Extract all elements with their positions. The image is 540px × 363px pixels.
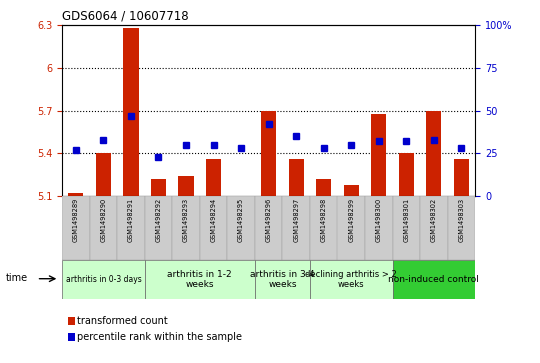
Text: GSM1498299: GSM1498299 [348, 198, 354, 242]
Text: GSM1498301: GSM1498301 [403, 198, 409, 242]
Text: percentile rank within the sample: percentile rank within the sample [77, 332, 242, 342]
Bar [399, 153, 414, 196]
Bar [338, 196, 365, 260]
Bar [365, 196, 393, 260]
Text: GSM1498297: GSM1498297 [293, 198, 299, 242]
Text: GSM1498290: GSM1498290 [100, 198, 106, 242]
Text: GSM1498298: GSM1498298 [321, 198, 327, 242]
Bar [255, 260, 310, 299]
Bar [145, 260, 255, 299]
Bar [206, 159, 221, 196]
Bar [90, 196, 117, 260]
Bar [68, 193, 84, 196]
Bar [145, 196, 172, 260]
Text: GSM1498292: GSM1498292 [156, 198, 161, 242]
Text: GSM1498293: GSM1498293 [183, 198, 189, 242]
Text: arthritis in 0-3 days: arthritis in 0-3 days [65, 275, 141, 284]
Bar [62, 260, 145, 299]
Bar [310, 196, 338, 260]
Bar [420, 196, 448, 260]
Text: GSM1498295: GSM1498295 [238, 198, 244, 242]
Bar [343, 185, 359, 196]
Text: GDS6064 / 10607718: GDS6064 / 10607718 [62, 9, 188, 22]
Bar [261, 111, 276, 196]
Bar [316, 179, 332, 196]
Bar [310, 260, 393, 299]
Text: non-induced control: non-induced control [388, 275, 480, 284]
Text: GSM1498300: GSM1498300 [376, 198, 382, 242]
Bar [117, 196, 145, 260]
Text: GSM1498291: GSM1498291 [128, 198, 134, 242]
Bar [62, 196, 90, 260]
Text: GSM1498303: GSM1498303 [458, 198, 464, 242]
Bar [454, 159, 469, 196]
Bar [151, 179, 166, 196]
Text: GSM1498294: GSM1498294 [211, 198, 217, 242]
Text: arthritis in 1-2
weeks: arthritis in 1-2 weeks [167, 270, 232, 289]
Bar [448, 196, 475, 260]
Bar [282, 196, 310, 260]
Bar [393, 196, 420, 260]
Bar [426, 111, 442, 196]
Bar [172, 196, 200, 260]
Bar [393, 260, 475, 299]
Bar [123, 28, 139, 196]
Text: time: time [5, 273, 28, 282]
Bar [227, 196, 255, 260]
Text: GSM1498296: GSM1498296 [266, 198, 272, 242]
Bar [288, 159, 304, 196]
Text: declining arthritis > 2
weeks: declining arthritis > 2 weeks [306, 270, 397, 289]
Bar [255, 196, 282, 260]
Bar [371, 114, 387, 196]
Bar [96, 153, 111, 196]
Text: arthritis in 3-4
weeks: arthritis in 3-4 weeks [250, 270, 315, 289]
Text: transformed count: transformed count [77, 316, 168, 326]
Text: GSM1498289: GSM1498289 [73, 198, 79, 242]
Text: GSM1498302: GSM1498302 [431, 198, 437, 242]
Bar [178, 176, 194, 196]
Bar [200, 196, 227, 260]
